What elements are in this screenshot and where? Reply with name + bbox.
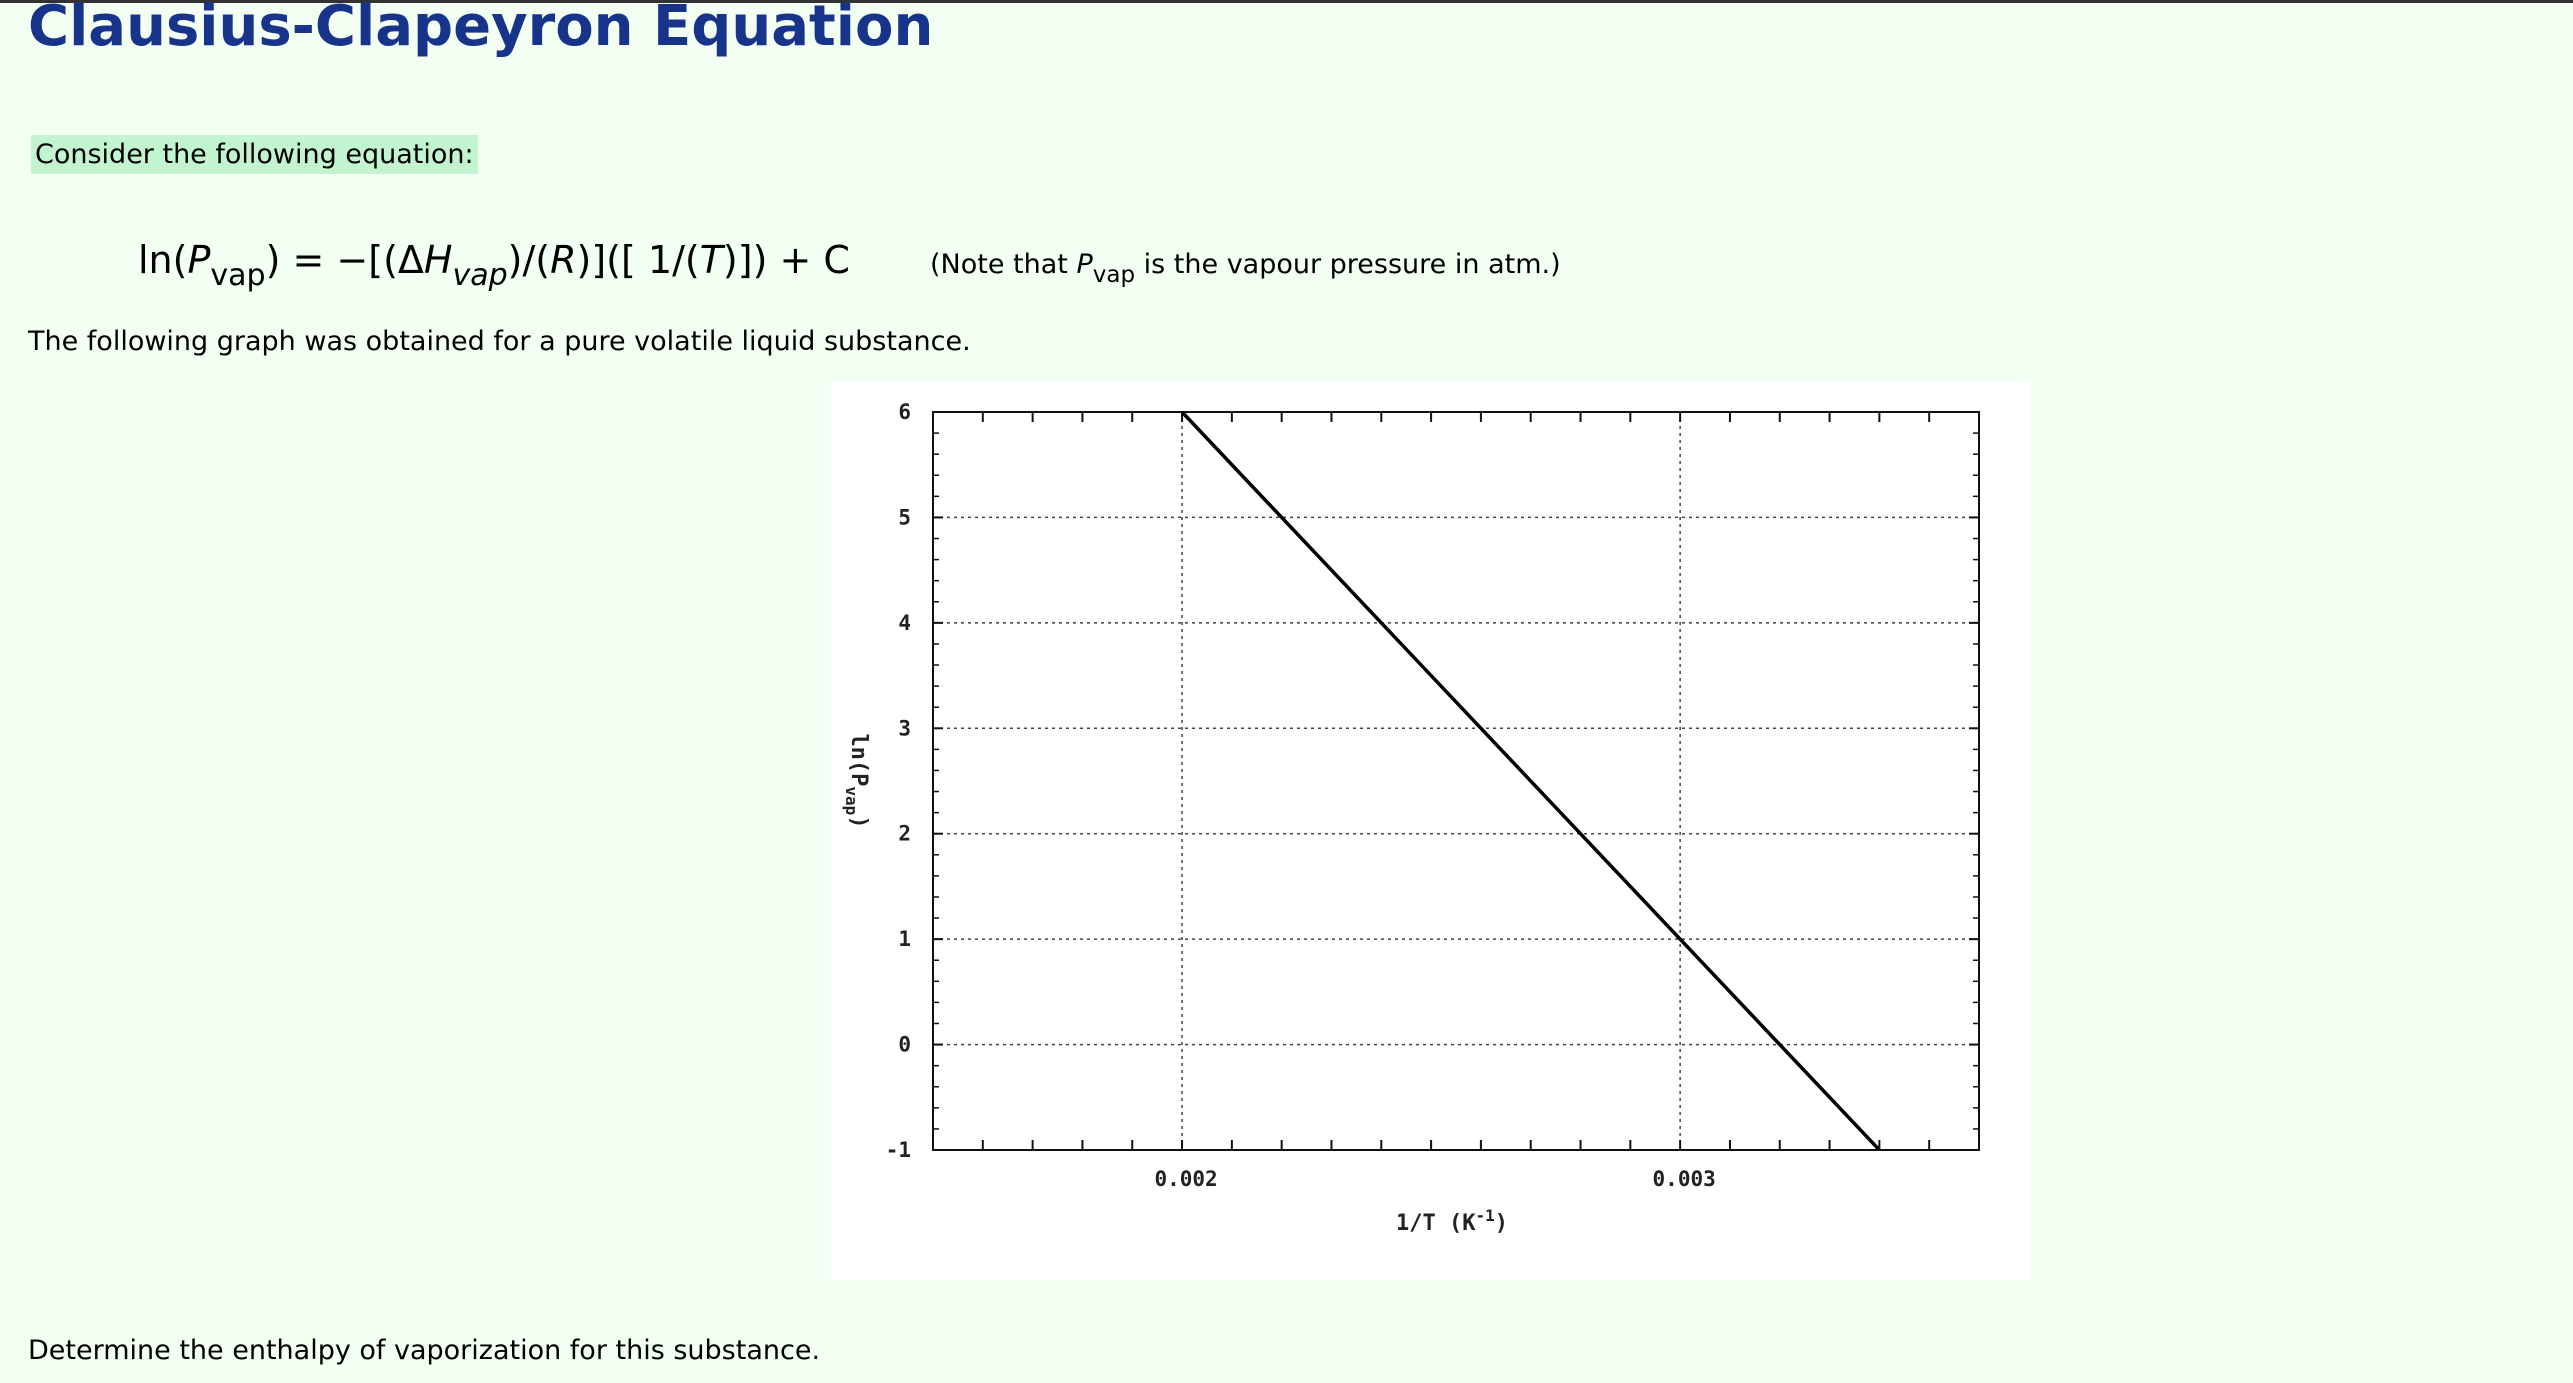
tick-labels: -1 0 1 2 3 4 5 6 0.002 0.003: [886, 400, 1716, 1191]
y-tick-label: 5: [898, 505, 911, 529]
y-tick-label: 3: [898, 716, 911, 740]
y-tick-label: 2: [898, 822, 911, 846]
equation: ln(Pvap) = −[(ΔHvap)/(R)]([ 1/(T)]) + C: [138, 238, 850, 293]
top-border: [0, 0, 2573, 3]
series-layer: [1180, 410, 1881, 1152]
page-title: Clausius-Clapeyron Equation: [28, 0, 934, 59]
y-tick-label: 0: [898, 1033, 911, 1057]
y-tick-label: 1: [898, 927, 911, 951]
equation-note: (Note that Pvap is the vapour pressure i…: [930, 249, 1561, 288]
x-axis-label: 1/T (K-1): [1396, 1206, 1508, 1236]
graph-panel: -1 0 1 2 3 4 5 6 0.002 0.003 ln(Pvap) 1/T (K-1): [830, 382, 2030, 1280]
chart: -1 0 1 2 3 4 5 6 0.002 0.003 ln(Pvap) 1/T (K-1): [842, 400, 1980, 1236]
minor-ticks: [932, 411, 1980, 1151]
plot-frame: [932, 411, 1980, 1151]
graph-intro-text: The following graph was obtained for a p…: [28, 326, 971, 357]
chart-grid: [933, 412, 1979, 1150]
prompt-label: Consider the following equation:: [31, 135, 478, 174]
series-line: [1180, 410, 1881, 1152]
y-axis-label: ln(Pvap): [842, 733, 871, 828]
question-text: Determine the enthalpy of vaporization f…: [28, 1335, 821, 1366]
y-tick-label: 4: [898, 611, 911, 635]
y-tick-label: -1: [886, 1138, 911, 1162]
x-tick-label: 0.003: [1653, 1167, 1716, 1191]
x-tick-label: 0.002: [1154, 1167, 1217, 1191]
y-tick-label: 6: [898, 400, 911, 424]
